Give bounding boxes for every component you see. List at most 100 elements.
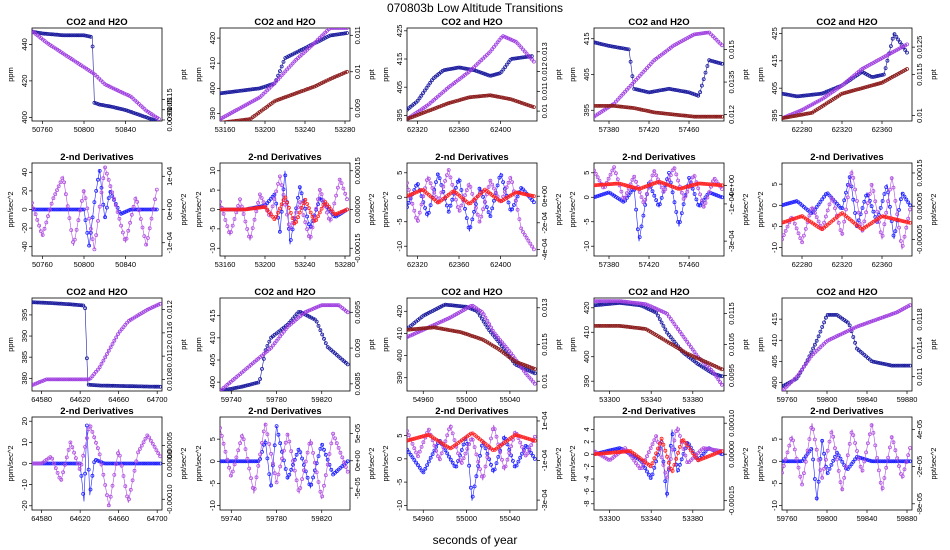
data-point [243,88,248,93]
y2-tick-label: 0.0095 [727,364,736,387]
data-point [829,312,834,317]
data-point [493,94,498,99]
data-point [112,338,117,343]
data-point [699,456,704,461]
data-point [866,201,870,206]
data-point [316,202,320,207]
data-point [672,339,677,344]
data-point [331,303,336,308]
x-tick-label: 64700 [147,395,168,404]
data-point [676,219,680,224]
data-point [665,111,669,116]
data-point [824,457,828,462]
data-point [227,207,232,212]
data-point [334,441,339,446]
data-point [306,206,311,211]
data-point [319,192,324,197]
data-point [140,114,145,118]
data-point [508,207,513,212]
data-point [595,104,600,108]
data-point [853,211,857,215]
data-point [110,190,115,195]
data-point [63,462,67,467]
y-tick-label: -10 [20,479,29,490]
data-point [595,451,600,456]
data-point [661,189,666,194]
data-point [869,182,874,187]
data-point [720,187,724,191]
data-point [117,106,122,111]
data-point [518,361,523,366]
data-point [612,299,616,304]
data-point [890,36,895,41]
data-point [328,28,333,30]
data-point [529,365,534,370]
data-point [303,197,308,202]
data-point [698,203,702,208]
data-point [884,459,889,464]
data-point [477,186,482,191]
y2-tick-label: 0.01 [540,104,549,119]
x-tick-label: 59740 [221,514,242,523]
data-point [860,456,865,461]
data-point [681,89,686,94]
data-point [241,88,246,93]
data-point [334,303,339,308]
x-tick-label: 64660 [108,395,129,404]
data-point [42,226,47,231]
data-point [456,451,461,456]
data-point [445,433,450,438]
data-point [460,66,465,70]
data-point [103,103,107,108]
data-point [790,93,795,98]
data-point [800,459,804,464]
panel-title: 2-nd Derivatives [622,152,695,163]
data-point [412,436,417,441]
data-point [483,315,488,320]
data-point [80,198,84,203]
data-point [85,436,89,441]
data-point [483,446,488,451]
y-tick-label: 415 [770,55,779,68]
data-point [281,60,286,64]
data-point [648,109,653,114]
data-point [329,441,334,446]
data-point [115,205,120,210]
data-point [796,372,801,377]
data-point [650,189,655,194]
data-point [703,446,708,451]
data-point [430,452,435,457]
data-point [614,299,618,304]
data-point [119,223,123,228]
data-point [407,193,411,198]
data-point [792,114,797,118]
data-point [805,111,809,116]
data-point [783,202,788,207]
data-point [648,308,653,312]
data-point [285,432,290,437]
data-point [692,192,697,196]
data-point [849,171,854,176]
data-point [692,354,697,359]
data-point [876,81,881,86]
data-point [463,96,467,101]
data-point [685,443,690,448]
data-point [710,447,715,452]
data-point [263,205,268,210]
y-tick-label: 410 [208,332,217,345]
data-point [851,335,856,339]
data-point [407,194,409,199]
data-point [601,451,605,456]
data-point [412,446,417,451]
y-tick-label: 410 [395,327,404,340]
data-point [112,461,117,466]
data-point [119,107,123,111]
data-point [319,206,324,211]
data-point [116,383,120,388]
data-point [343,28,348,30]
data-point [900,459,905,464]
data-point [678,113,682,118]
data-point [663,448,668,453]
series-line-h2o [407,304,536,384]
